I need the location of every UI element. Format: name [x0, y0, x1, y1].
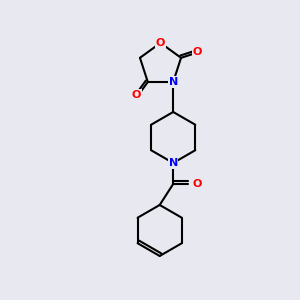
Text: N: N [169, 77, 178, 87]
Text: O: O [192, 46, 202, 57]
Text: N: N [169, 158, 178, 168]
Text: O: O [132, 90, 141, 100]
Text: O: O [156, 38, 165, 48]
Text: O: O [193, 179, 202, 189]
